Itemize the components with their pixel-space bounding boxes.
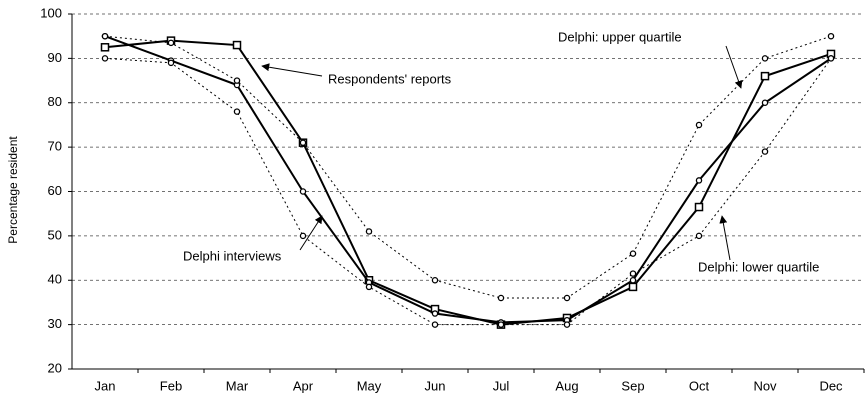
y-tick-label: 90: [48, 50, 62, 65]
point-marker: [299, 139, 307, 146]
point-marker: [695, 232, 703, 240]
series-line: [104, 39, 832, 326]
point-marker: [695, 121, 703, 129]
point-marker: [694, 202, 704, 212]
x-tick-label: Sep: [621, 378, 644, 393]
point-marker: [628, 282, 638, 292]
y-tick-label: 80: [48, 94, 62, 109]
point-marker: [497, 294, 505, 302]
x-tick-label: Nov: [753, 378, 777, 393]
point-marker: [101, 55, 109, 62]
point-marker: [299, 232, 307, 240]
point-marker: [695, 177, 703, 184]
x-tick-label: Feb: [160, 378, 182, 393]
y-tick-label: 50: [48, 227, 62, 242]
x-tick-label: Jul: [493, 378, 510, 393]
x-tick-label: Apr: [293, 378, 314, 393]
series-line: [104, 35, 832, 324]
y-tick-label: 60: [48, 183, 62, 198]
x-tick-label: Jun: [425, 378, 446, 393]
y-tick-label: 20: [48, 360, 62, 375]
annotation-arrow: [299, 215, 323, 251]
point-marker: [232, 40, 242, 50]
point-marker: [563, 321, 571, 328]
point-marker: [431, 310, 439, 317]
series-line: [104, 57, 832, 326]
y-tick-label: 40: [48, 272, 62, 287]
point-marker: [760, 71, 770, 81]
point-marker: [100, 43, 110, 52]
annotation: Delphi interviews: [183, 248, 282, 263]
y-tick-label: 70: [48, 139, 62, 154]
annotation: Respondents' reports: [328, 71, 452, 86]
annotation-arrow: [719, 215, 731, 261]
point-marker: [431, 321, 439, 328]
x-tick-label: Oct: [689, 378, 710, 393]
x-tick-label: Mar: [226, 378, 249, 393]
point-marker: [761, 55, 769, 62]
point-marker: [761, 148, 769, 155]
point-marker: [629, 276, 637, 284]
point-marker: [365, 228, 373, 235]
annotation-arrow: [725, 45, 743, 89]
point-marker: [167, 59, 175, 67]
point-marker: [299, 188, 307, 195]
annotation-arrow: [261, 63, 323, 77]
point-marker: [233, 108, 241, 115]
point-marker: [365, 283, 373, 291]
annotation: Delphi: upper quartile: [558, 29, 682, 44]
point-marker: [101, 32, 109, 40]
point-marker: [167, 39, 175, 47]
point-marker: [233, 77, 241, 84]
x-tick-label: Dec: [819, 378, 843, 393]
x-tick-label: Jan: [95, 378, 116, 393]
x-tick-label: Aug: [555, 378, 578, 393]
point-marker: [827, 55, 835, 62]
y-axis-label: Percentage resident: [6, 136, 20, 244]
y-tick-label: 100: [40, 5, 62, 20]
y-tick-label: 30: [48, 316, 62, 331]
point-marker: [497, 321, 505, 328]
point-marker: [827, 32, 835, 40]
annotation: Delphi: lower quartile: [698, 259, 819, 274]
point-marker: [629, 250, 637, 257]
x-tick-label: May: [357, 378, 382, 393]
point-marker: [563, 294, 571, 302]
point-marker: [431, 276, 439, 284]
point-marker: [629, 270, 637, 277]
point-marker: [761, 99, 769, 107]
